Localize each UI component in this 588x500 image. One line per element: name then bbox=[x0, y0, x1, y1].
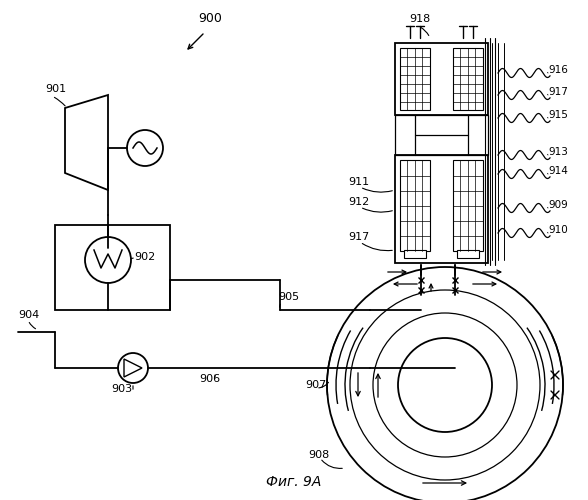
Text: 905: 905 bbox=[278, 292, 299, 302]
Text: 903: 903 bbox=[112, 384, 132, 394]
Text: 917: 917 bbox=[348, 232, 369, 242]
Bar bbox=[395, 155, 488, 263]
Bar bbox=[395, 115, 488, 155]
Text: 915: 915 bbox=[548, 110, 568, 120]
Text: 904: 904 bbox=[18, 310, 39, 320]
Text: 909: 909 bbox=[548, 200, 568, 210]
Text: 912: 912 bbox=[348, 197, 369, 207]
Text: Фиг. 9А: Фиг. 9А bbox=[266, 475, 322, 489]
Text: 911: 911 bbox=[348, 177, 369, 187]
Bar bbox=[453, 160, 483, 251]
Bar bbox=[55, 225, 170, 310]
Text: 900: 900 bbox=[198, 12, 222, 25]
Text: 901: 901 bbox=[45, 84, 66, 94]
Text: 907: 907 bbox=[305, 380, 326, 390]
Bar bbox=[453, 48, 483, 110]
Bar bbox=[457, 250, 479, 258]
Bar bbox=[395, 43, 488, 115]
Text: 902: 902 bbox=[134, 252, 155, 262]
Bar bbox=[400, 48, 430, 110]
Bar bbox=[404, 250, 426, 258]
Text: 906: 906 bbox=[199, 374, 220, 384]
Text: 913: 913 bbox=[548, 147, 568, 157]
Text: 908: 908 bbox=[308, 450, 329, 460]
Text: 918: 918 bbox=[409, 14, 430, 24]
Text: 914: 914 bbox=[548, 166, 568, 176]
Text: 910: 910 bbox=[548, 225, 568, 235]
Text: 917: 917 bbox=[548, 87, 568, 97]
Bar bbox=[400, 160, 430, 251]
Text: 916: 916 bbox=[548, 65, 568, 75]
